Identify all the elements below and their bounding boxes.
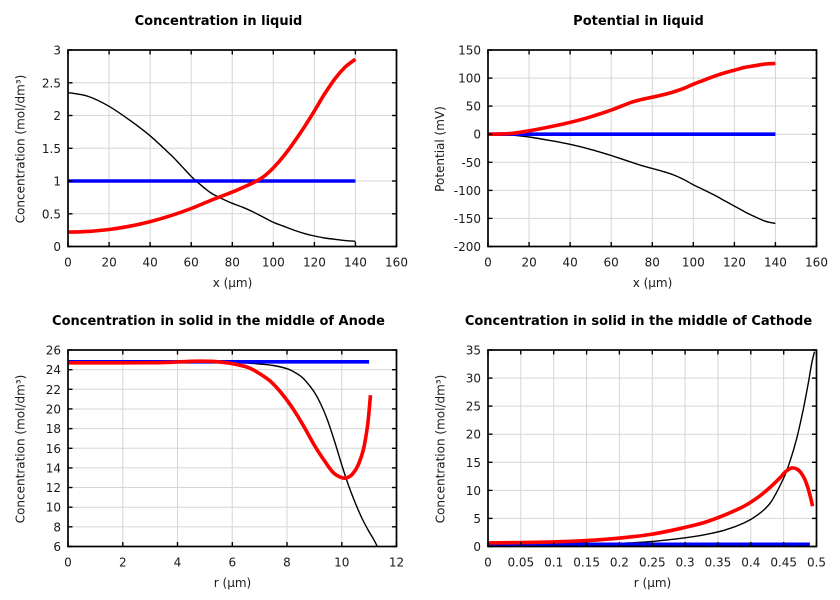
svg-text:40: 40 <box>142 256 157 270</box>
chart-title: Concentration in solid in the middle of … <box>464 314 813 329</box>
svg-text:160: 160 <box>385 256 408 270</box>
svg-text:2: 2 <box>53 109 61 123</box>
svg-text:50: 50 <box>466 100 481 114</box>
svg-text:0.2: 0.2 <box>610 556 629 570</box>
svg-text:16: 16 <box>46 442 61 456</box>
x-axis-label: r (µm) <box>213 576 252 590</box>
svg-text:35: 35 <box>466 344 481 358</box>
svg-text:0.5: 0.5 <box>42 207 61 221</box>
x-axis-label: x (µm) <box>632 276 673 290</box>
svg-text:20: 20 <box>46 402 61 416</box>
svg-text:0: 0 <box>484 256 492 270</box>
svg-text:2: 2 <box>119 556 127 570</box>
svg-text:18: 18 <box>46 422 61 436</box>
plot-area: 0 0.05 0.1 0.15 0.2 0.25 0.3 0.35 0.4 0.45 0.5 0 5 10… <box>466 344 826 570</box>
svg-text:0.5: 0.5 <box>807 556 826 570</box>
svg-text:30: 30 <box>466 372 481 386</box>
svg-text:1.5: 1.5 <box>42 142 61 156</box>
svg-text:140: 140 <box>764 256 787 270</box>
svg-text:24: 24 <box>46 363 61 377</box>
svg-text:-200: -200 <box>454 240 481 254</box>
svg-text:25: 25 <box>466 400 481 414</box>
svg-text:0.25: 0.25 <box>639 556 666 570</box>
svg-text:0.1: 0.1 <box>544 556 563 570</box>
svg-text:160: 160 <box>805 256 828 270</box>
svg-text:15: 15 <box>466 456 481 470</box>
svg-text:6: 6 <box>228 556 236 570</box>
chart-potential-in-liquid: Potential in liquid Potential (mV) 0 20 40… <box>420 0 840 300</box>
svg-text:-100: -100 <box>454 184 481 198</box>
svg-text:6: 6 <box>53 540 61 554</box>
svg-text:12: 12 <box>46 481 61 495</box>
svg-text:0: 0 <box>64 256 72 270</box>
svg-text:14: 14 <box>46 461 61 475</box>
chart-title: Potential in liquid <box>573 14 704 29</box>
svg-text:120: 120 <box>303 256 326 270</box>
svg-text:22: 22 <box>46 383 61 397</box>
svg-text:150: 150 <box>458 44 481 58</box>
svg-text:20: 20 <box>521 256 536 270</box>
svg-text:10: 10 <box>466 484 481 498</box>
svg-text:26: 26 <box>46 344 61 358</box>
svg-text:0.15: 0.15 <box>573 556 600 570</box>
svg-text:0: 0 <box>53 240 61 254</box>
svg-text:60: 60 <box>604 256 619 270</box>
chart-concentration-solid-anode: Concentration in solid in the middle of … <box>0 300 420 600</box>
chart-concentration-solid-cathode: Concentration in solid in the middle of … <box>420 300 840 600</box>
svg-text:100: 100 <box>262 256 285 270</box>
svg-text:0.45: 0.45 <box>770 556 797 570</box>
svg-text:0.4: 0.4 <box>741 556 760 570</box>
svg-text:100: 100 <box>458 72 481 86</box>
svg-text:0: 0 <box>473 128 481 142</box>
svg-text:0: 0 <box>484 556 492 570</box>
svg-text:8: 8 <box>283 556 291 570</box>
plot-area: 0 20 40 60 80 100 120 140 160 0 0.5 1 1.5 2 2.5 3 <box>42 44 408 270</box>
svg-text:-150: -150 <box>454 212 481 226</box>
svg-text:20: 20 <box>101 256 116 270</box>
svg-text:-50: -50 <box>461 156 481 170</box>
svg-text:0: 0 <box>64 556 72 570</box>
chart-concentration-in-liquid: Concentration in liquid Concentration (m… <box>0 0 420 300</box>
svg-text:12: 12 <box>389 556 404 570</box>
chart-title: Concentration in solid in the middle of … <box>52 314 385 329</box>
svg-text:1: 1 <box>53 175 61 189</box>
svg-text:5: 5 <box>473 512 481 526</box>
svg-text:3: 3 <box>53 44 61 58</box>
svg-text:40: 40 <box>562 256 577 270</box>
svg-text:8: 8 <box>53 520 61 534</box>
plot-area: 0 20 40 60 80 100 120 140 160 -200 -150 -100 -50 0 50 1… <box>454 44 828 270</box>
svg-text:100: 100 <box>682 256 705 270</box>
svg-text:10: 10 <box>334 556 349 570</box>
svg-text:0.35: 0.35 <box>705 556 732 570</box>
svg-text:10: 10 <box>46 501 61 515</box>
chart-title: Concentration in liquid <box>134 14 303 29</box>
svg-text:2.5: 2.5 <box>42 76 61 90</box>
svg-text:0: 0 <box>473 540 481 554</box>
svg-text:80: 80 <box>645 256 660 270</box>
x-axis-label: r (µm) <box>633 576 672 590</box>
svg-text:120: 120 <box>723 256 746 270</box>
svg-text:60: 60 <box>184 256 199 270</box>
x-axis-label: x (µm) <box>212 276 253 290</box>
svg-text:0.3: 0.3 <box>676 556 695 570</box>
svg-text:140: 140 <box>344 256 367 270</box>
svg-text:20: 20 <box>466 428 481 442</box>
svg-text:4: 4 <box>174 556 182 570</box>
svg-text:0.05: 0.05 <box>507 556 534 570</box>
svg-text:80: 80 <box>225 256 240 270</box>
